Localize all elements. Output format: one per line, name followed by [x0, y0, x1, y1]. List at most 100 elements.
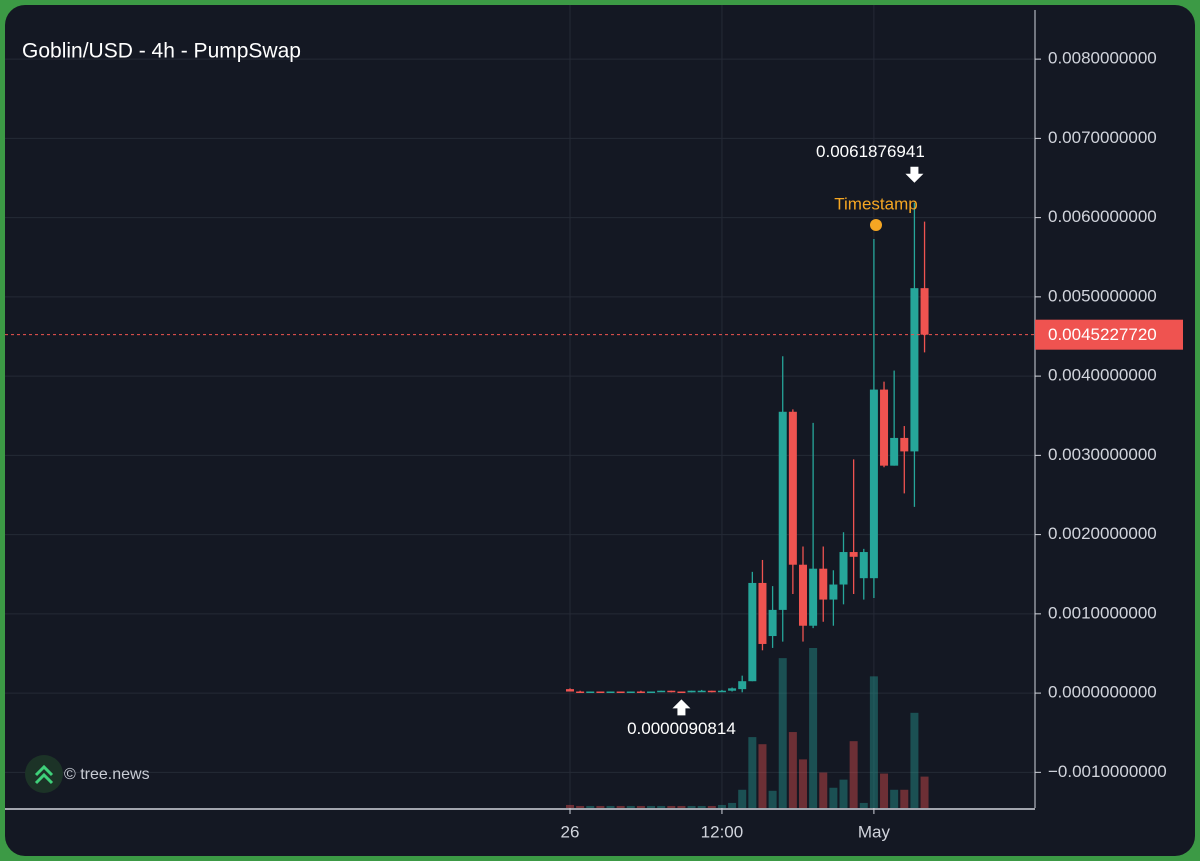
y-tick-label: 0.0030000000: [1048, 445, 1157, 464]
volume-bar: [778, 658, 787, 808]
volume-bar: [728, 802, 737, 808]
candle-body: [758, 582, 767, 644]
y-tick-label: 0.0040000000: [1048, 366, 1157, 385]
low-label: 0.0000090814: [627, 719, 736, 738]
candle-body: [809, 568, 818, 626]
candle-body: [687, 690, 696, 693]
chart-title: Goblin/USD - 4h - PumpSwap: [22, 40, 301, 63]
candle-layer: [566, 202, 929, 694]
candle-body: [677, 691, 686, 694]
y-tick-label: 0.0020000000: [1048, 524, 1157, 543]
marker-dot: [870, 219, 882, 231]
candle-body: [788, 411, 797, 565]
volume-bar: [626, 805, 635, 808]
volume-bar: [657, 805, 666, 808]
volume-bar: [596, 805, 605, 808]
candle-body: [819, 568, 828, 600]
candle-body: [880, 389, 889, 466]
volume-bar: [616, 805, 625, 808]
candle-body: [778, 411, 787, 610]
candle-body: [647, 691, 656, 694]
volume-bar: [687, 805, 696, 808]
volume-bar: [576, 805, 585, 808]
y-tick-label: 0.0070000000: [1048, 128, 1157, 147]
x-tick-label: 12:00: [701, 822, 744, 841]
volume-bar: [677, 805, 686, 808]
candle-body: [566, 689, 574, 692]
panel: [5, 5, 1195, 856]
y-tick-label: 0.0060000000: [1048, 207, 1157, 226]
candle-body: [738, 681, 747, 690]
low-arrow: [672, 699, 691, 716]
volume-layer: [566, 648, 929, 808]
watermark: © tree.news: [64, 766, 150, 783]
candle-body: [768, 609, 777, 637]
volume-bar: [798, 759, 807, 808]
watermark-logo: [25, 755, 63, 793]
volume-bar: [717, 804, 726, 808]
y-tick-label: 0.0080000000: [1048, 49, 1157, 68]
last-price-label: 0.0045227720: [1048, 325, 1157, 344]
y-tick-label: 0.0050000000: [1048, 286, 1157, 305]
candle-body: [829, 584, 838, 600]
volume-bar: [586, 805, 595, 808]
volume-bar: [697, 805, 706, 808]
candle-body: [576, 691, 585, 694]
last-price-box: [1035, 319, 1183, 350]
volume-bar: [758, 744, 767, 808]
y-tick-label: 0.0000000000: [1048, 683, 1157, 702]
marker-label: Timestamp: [834, 194, 917, 213]
candle-body: [748, 582, 757, 682]
candle-body: [869, 389, 878, 579]
candle-body: [798, 564, 807, 626]
volume-bar: [920, 776, 929, 808]
candle-body: [920, 288, 929, 335]
y-tick-label: −0.0010000000: [1048, 762, 1167, 781]
candle-body: [859, 552, 868, 579]
volume-bar: [738, 789, 747, 808]
candle-body: [667, 690, 676, 693]
candle-body: [636, 691, 645, 694]
candle-body: [616, 691, 625, 694]
volume-bar: [849, 741, 858, 808]
volume-bar: [788, 732, 797, 808]
volume-bar: [667, 805, 676, 808]
volume-bar: [900, 789, 909, 808]
candle-body: [717, 690, 726, 693]
candle-body: [596, 691, 605, 694]
candle-body: [839, 552, 848, 585]
candle-body: [849, 552, 858, 557]
candle-body: [890, 437, 899, 466]
high-arrow: [905, 166, 924, 183]
volume-bar: [839, 779, 848, 808]
candle-body: [657, 690, 666, 693]
volume-bar: [829, 787, 838, 808]
candle-body: [586, 691, 595, 694]
volume-bar: [707, 805, 716, 808]
volume-bar: [748, 737, 757, 808]
volume-bar: [809, 648, 818, 808]
volume-bar: [606, 805, 615, 808]
candle-body: [728, 688, 737, 691]
volume-bar: [869, 676, 878, 808]
candle-body: [606, 691, 615, 694]
volume-bar: [890, 789, 899, 808]
volume-bar: [819, 772, 828, 808]
candle-body: [707, 690, 716, 693]
candle-body: [910, 288, 919, 452]
candle-body: [900, 437, 909, 452]
volume-bar: [880, 773, 889, 808]
volume-bar: [910, 712, 919, 808]
volume-bar: [647, 805, 656, 808]
volume-bar: [859, 802, 868, 808]
volume-bar: [636, 805, 645, 808]
candle-body: [626, 691, 635, 694]
candle-body: [697, 690, 706, 693]
volume-bar: [768, 790, 777, 808]
x-tick-label: 26: [561, 822, 580, 841]
high-label: 0.0061876941: [816, 142, 925, 161]
volume-bar: [566, 804, 574, 808]
y-tick-label: 0.0010000000: [1048, 603, 1157, 622]
